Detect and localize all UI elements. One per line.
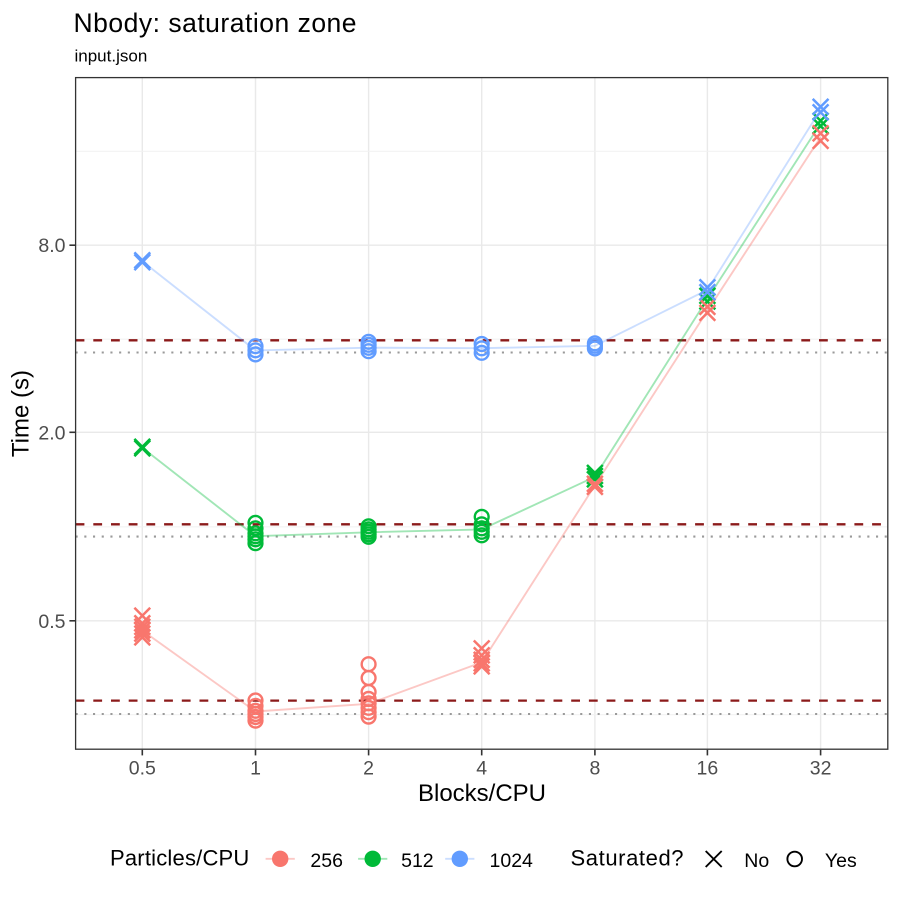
svg-text:0.5: 0.5	[38, 611, 65, 633]
svg-text:2.0: 2.0	[38, 422, 65, 444]
svg-text:Nbody: saturation zone: Nbody: saturation zone	[74, 8, 358, 38]
svg-text:1: 1	[250, 758, 261, 780]
svg-text:2: 2	[363, 758, 374, 780]
svg-text:512: 512	[401, 850, 434, 872]
svg-text:Particles/CPU: Particles/CPU	[110, 846, 250, 871]
svg-text:0.5: 0.5	[129, 758, 156, 780]
svg-text:8: 8	[589, 758, 600, 780]
svg-text:Time (s): Time (s)	[8, 370, 35, 457]
svg-text:Blocks/CPU: Blocks/CPU	[418, 780, 546, 807]
svg-text:Saturated?: Saturated?	[571, 846, 685, 871]
svg-text:4: 4	[476, 758, 487, 780]
svg-text:Yes: Yes	[825, 850, 857, 872]
svg-text:No: No	[744, 850, 769, 872]
svg-text:32: 32	[810, 758, 832, 780]
svg-text:1024: 1024	[490, 850, 534, 872]
svg-text:16: 16	[697, 758, 719, 780]
svg-text:input.json: input.json	[75, 47, 148, 66]
svg-text:8.0: 8.0	[38, 235, 65, 257]
svg-text:256: 256	[310, 850, 343, 872]
